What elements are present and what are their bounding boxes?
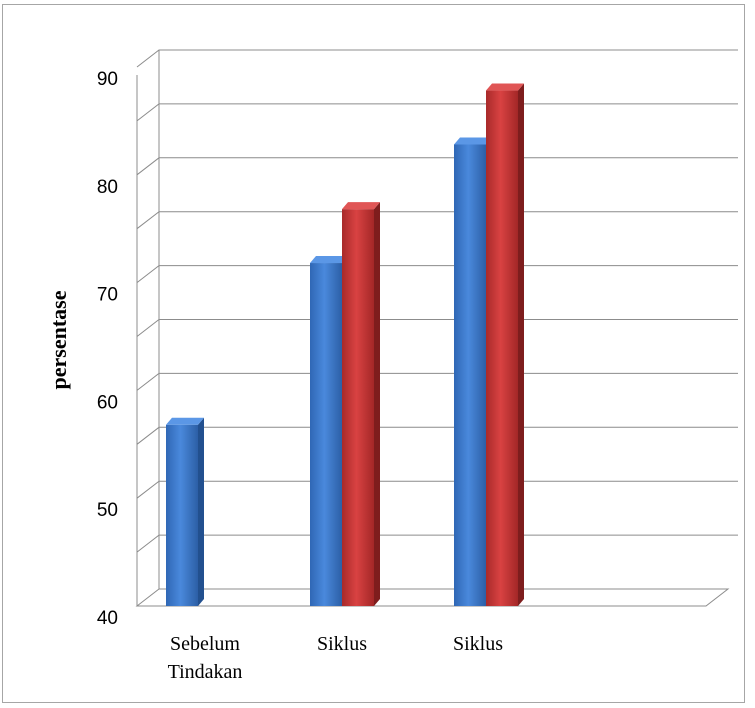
x-tick-label-line: Tindakan xyxy=(168,661,243,683)
x-axis-labels: Sebelum Tindakan Siklus Siklus xyxy=(168,633,504,683)
y-axis-label: persentase xyxy=(46,290,71,389)
gridline xyxy=(136,211,738,230)
y-tick-label: 70 xyxy=(97,285,118,306)
gridlines xyxy=(136,49,738,589)
gridline xyxy=(136,319,738,337)
bar-front xyxy=(310,263,342,606)
y-tick-label: 80 xyxy=(97,177,118,198)
bar-side xyxy=(518,83,524,606)
x-tick-label: Siklus xyxy=(317,633,367,655)
x-tick-label-line: Siklus xyxy=(453,633,503,655)
outer-border xyxy=(2,4,745,703)
bar-top xyxy=(342,202,380,210)
gridline xyxy=(136,265,738,283)
bar-top xyxy=(166,417,204,425)
gridline xyxy=(136,534,738,553)
x-tick-label: Sebelum Tindakan xyxy=(168,633,243,683)
gridline xyxy=(136,157,738,176)
y-tick-label: 90 xyxy=(97,69,118,90)
bar-blue-0 xyxy=(166,417,204,606)
y-tick-label: 50 xyxy=(97,500,118,521)
bar-side xyxy=(374,202,380,606)
y-axis-ticks: 40 50 60 70 80 90 xyxy=(97,69,118,629)
bar-front xyxy=(454,144,486,606)
bar-top xyxy=(486,83,524,91)
gridline xyxy=(136,49,738,68)
y-tick-label: 40 xyxy=(97,608,118,629)
gridline xyxy=(136,103,738,122)
bar-top xyxy=(454,137,492,145)
bar-red-2 xyxy=(486,83,524,606)
chart-walls xyxy=(135,75,730,607)
gridline xyxy=(136,372,738,391)
bar-red-1 xyxy=(342,202,380,606)
x-tick-label: Siklus xyxy=(453,633,503,655)
x-tick-label-line: Sebelum xyxy=(170,633,240,655)
y-tick-label: 60 xyxy=(97,392,118,413)
gridline xyxy=(136,480,738,499)
floor xyxy=(135,588,730,607)
gridline xyxy=(136,426,738,445)
bar-front xyxy=(342,209,374,606)
bar-top xyxy=(310,256,348,264)
x-tick-label-line: Siklus xyxy=(317,633,367,655)
bar-front xyxy=(166,424,198,606)
bar-side xyxy=(198,417,204,606)
bar-front xyxy=(486,90,518,606)
bars xyxy=(166,83,524,606)
